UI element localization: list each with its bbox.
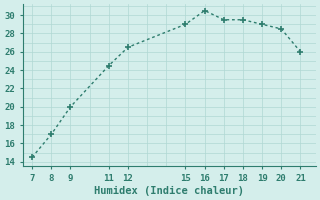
X-axis label: Humidex (Indice chaleur): Humidex (Indice chaleur) <box>94 186 244 196</box>
